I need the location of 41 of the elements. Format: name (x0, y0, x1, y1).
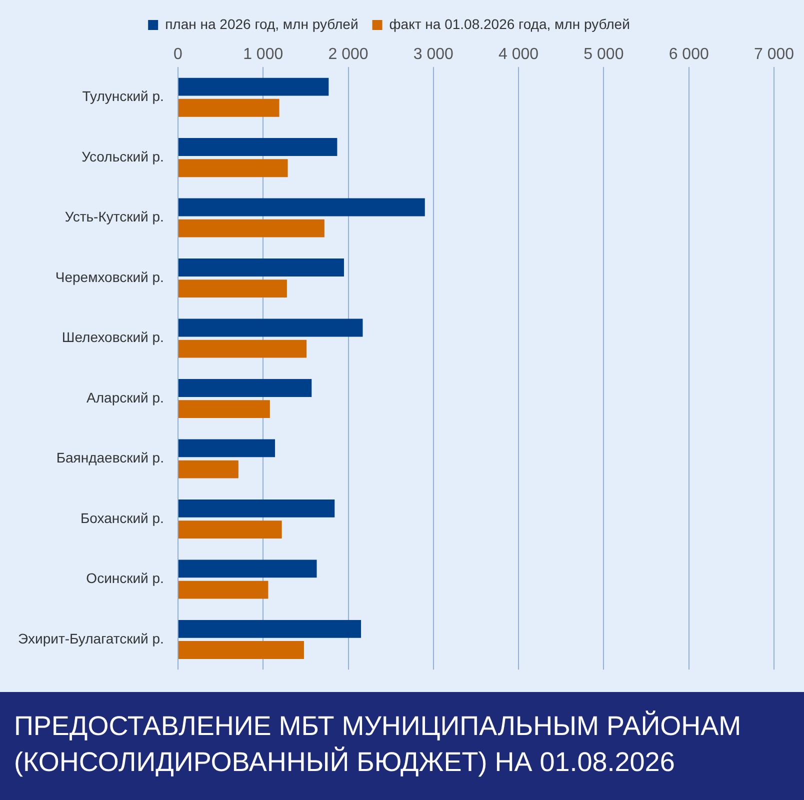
bar (178, 560, 317, 578)
x-tick-label: 2 000 (328, 46, 368, 64)
bar (178, 340, 307, 358)
bar (178, 580, 268, 599)
x-tick-label: 4 000 (498, 46, 539, 64)
bar (178, 379, 312, 397)
y-tick-label: Аларский р. (86, 389, 164, 406)
y-tick-label: Шелеховский р. (62, 329, 164, 346)
x-tick-label: 5 000 (584, 46, 624, 64)
bar (178, 219, 324, 238)
bar (178, 318, 363, 337)
bar (178, 138, 338, 156)
x-tick-label: 7 000 (754, 46, 794, 64)
bar (178, 280, 287, 298)
bar (178, 400, 270, 418)
legend-label: факт на 01.08.2026 года, млн рублей (389, 16, 630, 32)
bar (178, 500, 335, 518)
bar (178, 620, 362, 638)
y-tick-label: Черемховский р. (55, 268, 164, 285)
y-tick-label: Усольский р. (82, 148, 164, 164)
y-tick-label: Боханский р. (80, 510, 164, 526)
bar (178, 198, 425, 216)
y-tick-label: Усть-Кутский р. (64, 208, 164, 225)
bar (178, 159, 288, 178)
legend-label: план на 2026 год, млн рублей (165, 16, 358, 32)
bar (178, 258, 344, 276)
text: ПРЕДОСТАВЛЕНИЕ МБТ МУНИЦИПАЛЬНЫМ РАЙОНАМ (КОНСОЛИДИРОВАННЫЙ БЮДЖЕТ) НА 01.08.2026 (0, 692, 804, 800)
bar (178, 439, 276, 458)
x-tick-label: 1 000 (243, 46, 284, 64)
bar (178, 78, 329, 96)
x-tick-label: 3 000 (413, 46, 454, 64)
y-tick-label: Тулунский р. (82, 88, 164, 104)
x-tick-label: 6 000 (668, 46, 709, 64)
bar (178, 98, 280, 117)
bar (178, 520, 282, 539)
y-tick-label: Осинский р. (86, 570, 164, 586)
bar (178, 460, 238, 478)
y-tick-label: Эхирит-Булагатский р. (18, 630, 164, 646)
y-tick-label: Баяндаевский р. (56, 450, 164, 466)
x-tick-label: 0 (174, 46, 182, 64)
bar (178, 641, 304, 659)
